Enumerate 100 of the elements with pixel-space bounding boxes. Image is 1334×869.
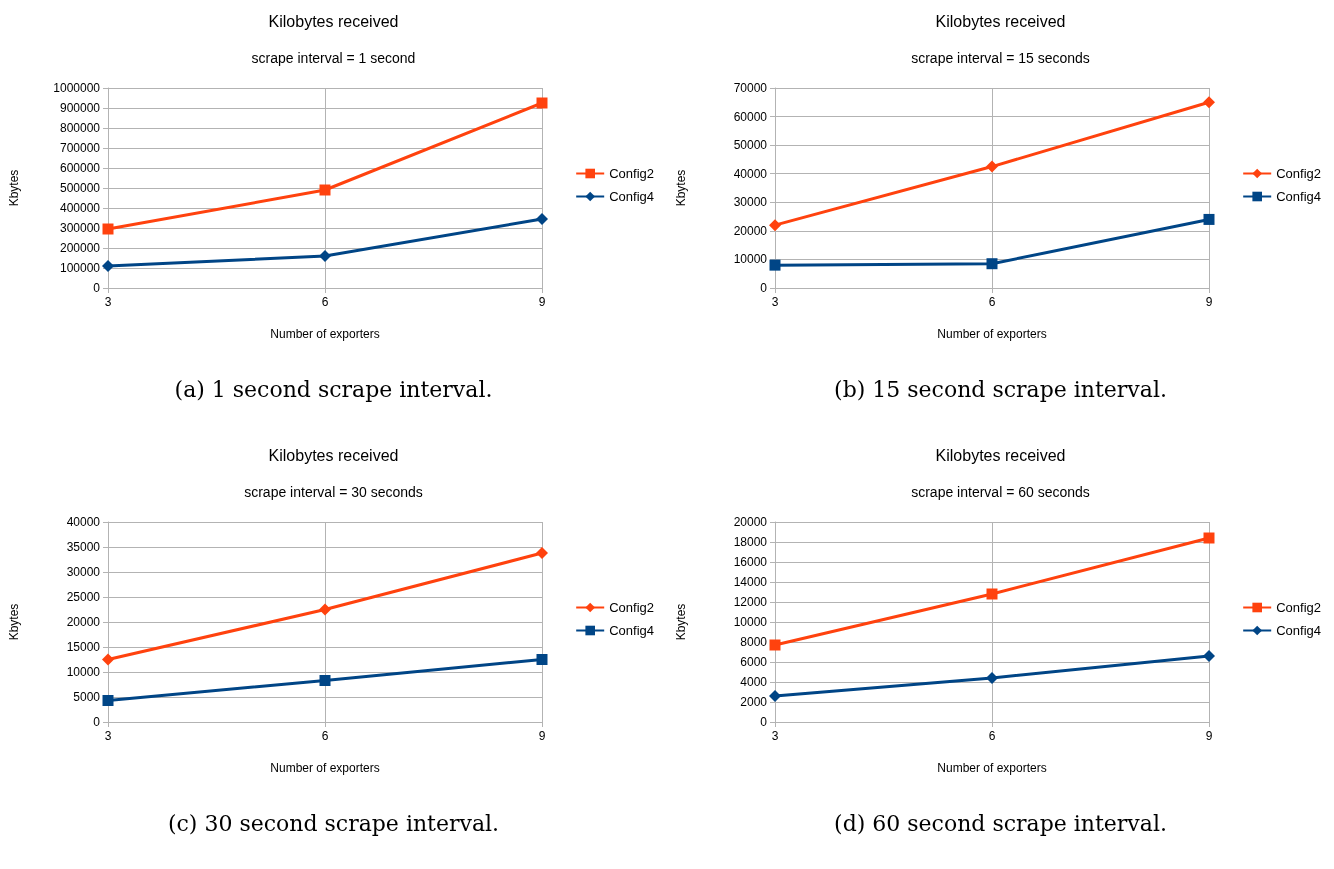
legend-label: Config2 [609, 600, 654, 615]
text: (c) 30 second scrape interval. [166, 810, 501, 838]
x-tick-label: 9 [1205, 729, 1213, 743]
chart-subtitle: scrape interval = 15 seconds [911, 50, 1090, 66]
y-tick-label: 1000000 [53, 81, 101, 95]
point [319, 184, 331, 196]
point [1203, 650, 1215, 662]
y-tick-label: 5000 [73, 690, 101, 704]
y-tick-label: 4000 [740, 675, 768, 689]
y-tick-label: 600000 [59, 161, 101, 175]
y-tick-label: 70000 [733, 81, 768, 95]
legend-label: Config4 [609, 189, 654, 204]
point [102, 223, 114, 235]
x-tick-label: 3 [771, 729, 779, 743]
point [102, 653, 114, 666]
y-tick-label: 0 [760, 281, 768, 295]
chart-title: Kilobytes received [935, 12, 1066, 30]
legend-label: Config4 [609, 623, 654, 638]
y-tick-label: 0 [93, 281, 101, 295]
y-tick-label: 400000 [59, 201, 101, 215]
point [986, 258, 998, 270]
x-axis-title: Number of exporters [270, 761, 380, 775]
y-tick-label: 15000 [66, 640, 101, 654]
y-tick-label: 10000 [66, 665, 101, 679]
y-tick-label: 2000 [740, 695, 768, 709]
y-tick-label: 10000 [733, 252, 768, 267]
y-tick-label: 800000 [59, 121, 101, 135]
point [536, 547, 548, 559]
legend-label: Config4 [1276, 189, 1321, 204]
point [986, 588, 998, 600]
y-tick-label: 30000 [66, 565, 101, 579]
y-tick-label: 6000 [740, 655, 768, 669]
chart-title: Kilobytes received [935, 446, 1066, 464]
x-tick-label: 6 [321, 729, 329, 743]
chart-title: Kilobytes received [268, 12, 399, 30]
point [1203, 96, 1215, 109]
x-tick-label: 6 [321, 295, 329, 309]
x-tick-label: 3 [104, 295, 112, 309]
x-tick-label: 9 [538, 729, 546, 743]
point [319, 675, 331, 686]
y-tick-label: 500000 [59, 181, 101, 195]
y-tick-label: 16000 [733, 555, 768, 569]
y-tick-label: 10000 [733, 615, 768, 629]
legend-label: Config2 [609, 166, 654, 181]
y-tick-label: 20000 [66, 615, 101, 629]
point [102, 260, 114, 272]
y-tick-label: 100000 [59, 261, 101, 275]
point [769, 639, 781, 651]
x-tick-label: 9 [1205, 295, 1213, 309]
y-axis-title: Kbytes [674, 603, 688, 641]
y-tick-label: 0 [93, 715, 101, 729]
x-tick-label: 9 [538, 295, 546, 309]
y-tick-label: 18000 [733, 535, 768, 549]
point [986, 160, 998, 173]
point [319, 603, 331, 616]
y-tick-label: 60000 [733, 109, 768, 124]
point [536, 654, 548, 665]
y-tick-label: 20000 [733, 223, 768, 238]
legend-label: Config2 [1276, 600, 1321, 615]
chart-subtitle: scrape interval = 30 seconds [244, 484, 423, 500]
text: (d) 60 second scrape interval. [833, 810, 1168, 838]
y-tick-label: 0 [760, 715, 768, 729]
y-tick-label: 30000 [733, 195, 768, 210]
point [536, 97, 548, 109]
point [986, 672, 998, 684]
y-axis-title: Kbytes [7, 603, 21, 641]
x-axis-title: Number of exporters [270, 327, 380, 341]
legend-label: Config4 [1276, 623, 1321, 638]
point [769, 259, 781, 271]
x-tick-label: 3 [104, 729, 112, 743]
point [102, 695, 114, 706]
y-axis-title: Kbytes [7, 169, 21, 207]
chart-subtitle: scrape interval = 1 second [251, 50, 416, 66]
y-tick-label: 12000 [733, 595, 768, 609]
chart-subtitle: scrape interval = 60 seconds [911, 484, 1090, 500]
text: (b) 15 second scrape interval. [833, 376, 1168, 404]
y-tick-label: 50000 [733, 138, 768, 153]
y-tick-label: 20000 [733, 515, 768, 529]
x-tick-label: 6 [988, 295, 996, 309]
chart-title: Kilobytes received [268, 446, 399, 464]
y-tick-label: 8000 [740, 635, 768, 649]
point [769, 690, 781, 702]
y-tick-label: 300000 [59, 221, 101, 235]
y-tick-label: 900000 [59, 101, 101, 115]
y-axis-title: Kbytes [674, 169, 688, 207]
x-tick-label: 3 [771, 295, 779, 309]
point [769, 219, 781, 232]
point [319, 250, 331, 262]
y-tick-label: 40000 [66, 515, 101, 529]
point [1203, 532, 1215, 544]
y-tick-label: 35000 [66, 540, 101, 554]
y-tick-label: 40000 [733, 166, 768, 181]
text: (a) 1 second scrape interval. [173, 376, 494, 404]
point [536, 213, 548, 225]
y-tick-label: 200000 [59, 241, 101, 255]
y-tick-label: 25000 [66, 590, 101, 604]
x-axis-title: Number of exporters [937, 327, 1047, 341]
legend-label: Config2 [1276, 166, 1321, 181]
x-tick-label: 6 [988, 729, 996, 743]
y-tick-label: 14000 [733, 575, 768, 589]
